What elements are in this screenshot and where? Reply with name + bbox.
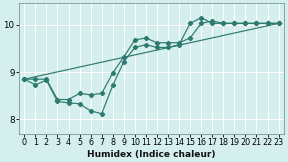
X-axis label: Humidex (Indice chaleur): Humidex (Indice chaleur): [87, 150, 216, 159]
